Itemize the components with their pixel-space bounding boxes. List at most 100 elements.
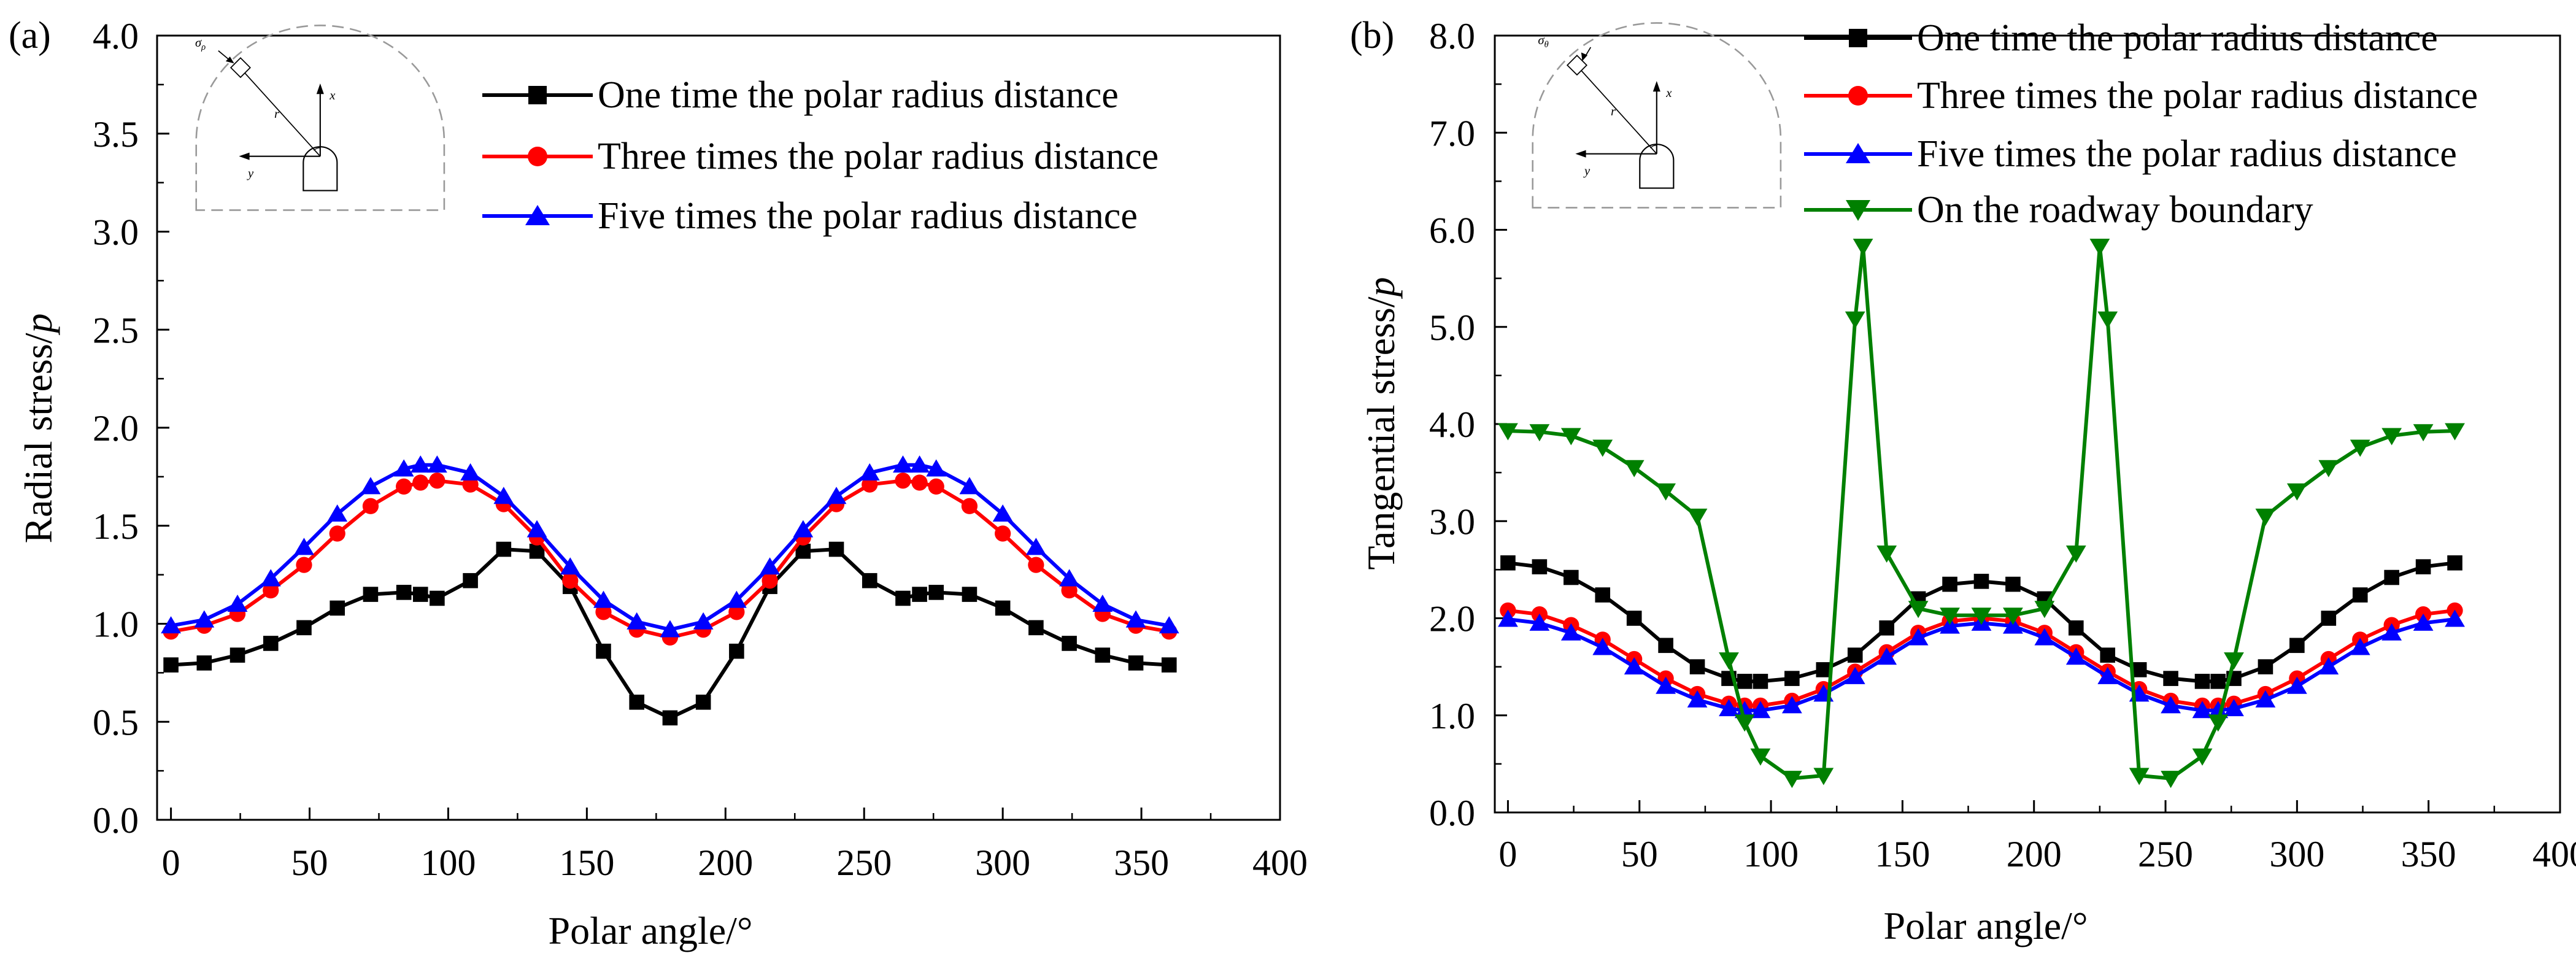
- panel-a-series-3-point-19: [760, 557, 780, 575]
- panel-b-series-1-point-0: [1500, 555, 1516, 571]
- panel-b-label: (b): [1350, 15, 1394, 56]
- panel-a-series-3-point-21: [826, 487, 847, 504]
- panel-a-series-2-point-18: [728, 604, 745, 620]
- panel-b-series-4-point-22: [2097, 311, 2118, 329]
- panel-a-legend-item-3: Five times the polar radius distance: [482, 195, 1138, 237]
- panel-a-series-2-point-27: [995, 525, 1011, 542]
- panel-b-series-4-point-10: [1781, 771, 1802, 789]
- panel-a-series-2-point-14: [595, 604, 612, 620]
- panel-a-inset-radius-line: [244, 72, 321, 157]
- panel-a-series-1-point-9: [430, 590, 445, 606]
- panel-b-inset-x-label: x: [1665, 87, 1672, 100]
- panel-a-series-2-point-8: [412, 474, 429, 491]
- panel-a-series-1-point-32: [1161, 657, 1177, 673]
- panel-b-x-axis-title: Polar angle/°: [1883, 904, 2088, 947]
- panel-a-series-3-point-9: [426, 455, 447, 473]
- panel-a-series-1-point-14: [596, 643, 611, 659]
- panel-a-series-3-point-1: [194, 610, 215, 628]
- panel-b-y-tick-label-7: 7.0: [1429, 113, 1475, 153]
- panel-a-series-3-point-12: [526, 520, 547, 538]
- panel-b-series-4-point-20: [2065, 546, 2086, 563]
- panel-a-inset-x-arrow: [316, 83, 324, 94]
- panel-b-series-4-point-31: [2350, 439, 2370, 457]
- panel-b-series-3-point-19: [2065, 647, 2086, 665]
- panel-a-series-3-point-6: [360, 477, 381, 495]
- panel-b-inset-radius-line: [1581, 70, 1657, 155]
- panel-a-series-3-point-7: [393, 459, 414, 477]
- panel-b-series-1-point-22: [2163, 671, 2178, 686]
- panel-b-series-4-point-2: [1560, 428, 1581, 446]
- panel-b-series-1-point-2: [1564, 569, 1579, 585]
- panel-b-series-4-point-11: [1813, 768, 1834, 785]
- panel-a-y-tick-label-7: 3.5: [93, 114, 139, 155]
- panel-a-series-2-point-5: [329, 525, 345, 542]
- panel-b-series-3-point-30: [2381, 623, 2402, 641]
- panel-b-series-4-point-25: [2192, 748, 2213, 766]
- panel-a-series-2-point-25: [928, 478, 944, 495]
- panel-a-series-3-point-23: [893, 455, 913, 473]
- panel-b-y-tick-label-6: 6.0: [1429, 210, 1475, 251]
- panel-a-series-3-point-25: [926, 459, 947, 477]
- panel-b-series-4-point-14: [1876, 546, 1897, 563]
- panel-b-series-3-point-7: [1719, 699, 1739, 717]
- panel-b-y-tick-label-1: 1.0: [1429, 696, 1475, 736]
- panel-a-series-3-point-24: [909, 455, 930, 473]
- panel-b-legend-label-2: Three times the polar radius distance: [1917, 75, 2478, 117]
- panel-a-series-1-point-8: [412, 587, 428, 602]
- panel-a-series-1-point-27: [995, 600, 1011, 616]
- panel-b-series-1-point-9: [1753, 674, 1768, 689]
- panel-a-series-3-point-2: [227, 594, 248, 612]
- panel-b-inset-stress-arrowhead: [1581, 52, 1588, 61]
- panel-b-series-1-point-4: [1626, 611, 1642, 626]
- panel-b-series-3-point-12: [1845, 666, 1865, 684]
- panel-b-series-1-point-12: [1847, 647, 1863, 663]
- panel-a-series-1-point-10: [463, 573, 478, 588]
- panel-b-x-tick-label-1: 50: [1621, 834, 1658, 874]
- panel-a-series-3-point-31: [1125, 610, 1146, 628]
- panel-a-legend-label-3: Five times the polar radius distance: [598, 195, 1138, 237]
- panel-a-y-tick-label-1: 0.5: [93, 702, 139, 742]
- panel-b-series-1-point-26: [2258, 659, 2273, 674]
- panel-b-series-3-point-27: [2286, 676, 2307, 694]
- panel-b-series-3-point-22: [2161, 696, 2181, 714]
- panel-b-series-4-point-5: [1656, 483, 1676, 501]
- panel-a-y-axis-title-main: Radial stress/: [17, 333, 60, 543]
- panel-b-x-tick-label-7: 350: [2401, 834, 2456, 874]
- panel-a-series-3-point-27: [992, 504, 1013, 522]
- panel-b-series-4-point-18: [2003, 608, 2023, 625]
- panel-b-legend-label-4: On the roadway boundary: [1917, 189, 2313, 231]
- panel-b-series-3-point-32: [2445, 609, 2465, 627]
- panel-b-series-1-point-13: [1879, 620, 1894, 636]
- panel-b-series-3-point-17: [2003, 616, 2023, 634]
- panel-b-legend-item-4: On the roadway boundary: [1804, 189, 2313, 231]
- panel-a-series-1-point-4: [296, 620, 312, 636]
- panel-a-inset-y-arrow: [239, 152, 250, 160]
- panel-b-series-4-point-1: [1529, 424, 1550, 442]
- panel-b-y-tick-label-5: 5.0: [1429, 307, 1475, 348]
- panel-b-legend-item-2: Three times the polar radius distance: [1804, 75, 2478, 117]
- panel-b-y-tick-label-3: 3.0: [1429, 501, 1475, 542]
- panel-a-x-tick-label-0: 0: [162, 843, 180, 883]
- panel-a-inset-angle-arc: [314, 147, 320, 151]
- panel-a-series-2-point-6: [362, 498, 379, 514]
- panel-b-series-4-point-8: [1734, 714, 1755, 732]
- panel-a-inset-y-label: y: [247, 167, 254, 180]
- panel-b-series-4-point-33: [2413, 424, 2434, 442]
- panel-b-series-3-point-15: [1940, 616, 1960, 634]
- panel-a-y-tick-label-5: 2.5: [93, 310, 139, 350]
- panel-a-series-2-point-23: [895, 472, 911, 489]
- panel-a-series-3-point-13: [560, 557, 580, 575]
- panel-b-series-1-point-21: [2131, 662, 2147, 677]
- panel-a-y-axis-title-var: p: [17, 313, 60, 335]
- panel-b-x-tick-label-2: 100: [1743, 834, 1799, 874]
- panel-a-series-2-point-13: [562, 573, 579, 589]
- panel-b-series-4: [1498, 238, 2465, 789]
- panel-b-series-1-point-20: [2100, 647, 2116, 663]
- panel-a-series-1-point-15: [629, 695, 645, 710]
- panel-a-legend: One time the polar radius distance Three…: [482, 74, 1159, 237]
- panel-b-x-tick-label-6: 300: [2269, 834, 2324, 874]
- panel-b-x-tick-label-3: 150: [1875, 834, 1930, 874]
- panel-b-series-4-line: [1508, 244, 2455, 781]
- panel-b-series-4-point-15: [1908, 601, 1929, 619]
